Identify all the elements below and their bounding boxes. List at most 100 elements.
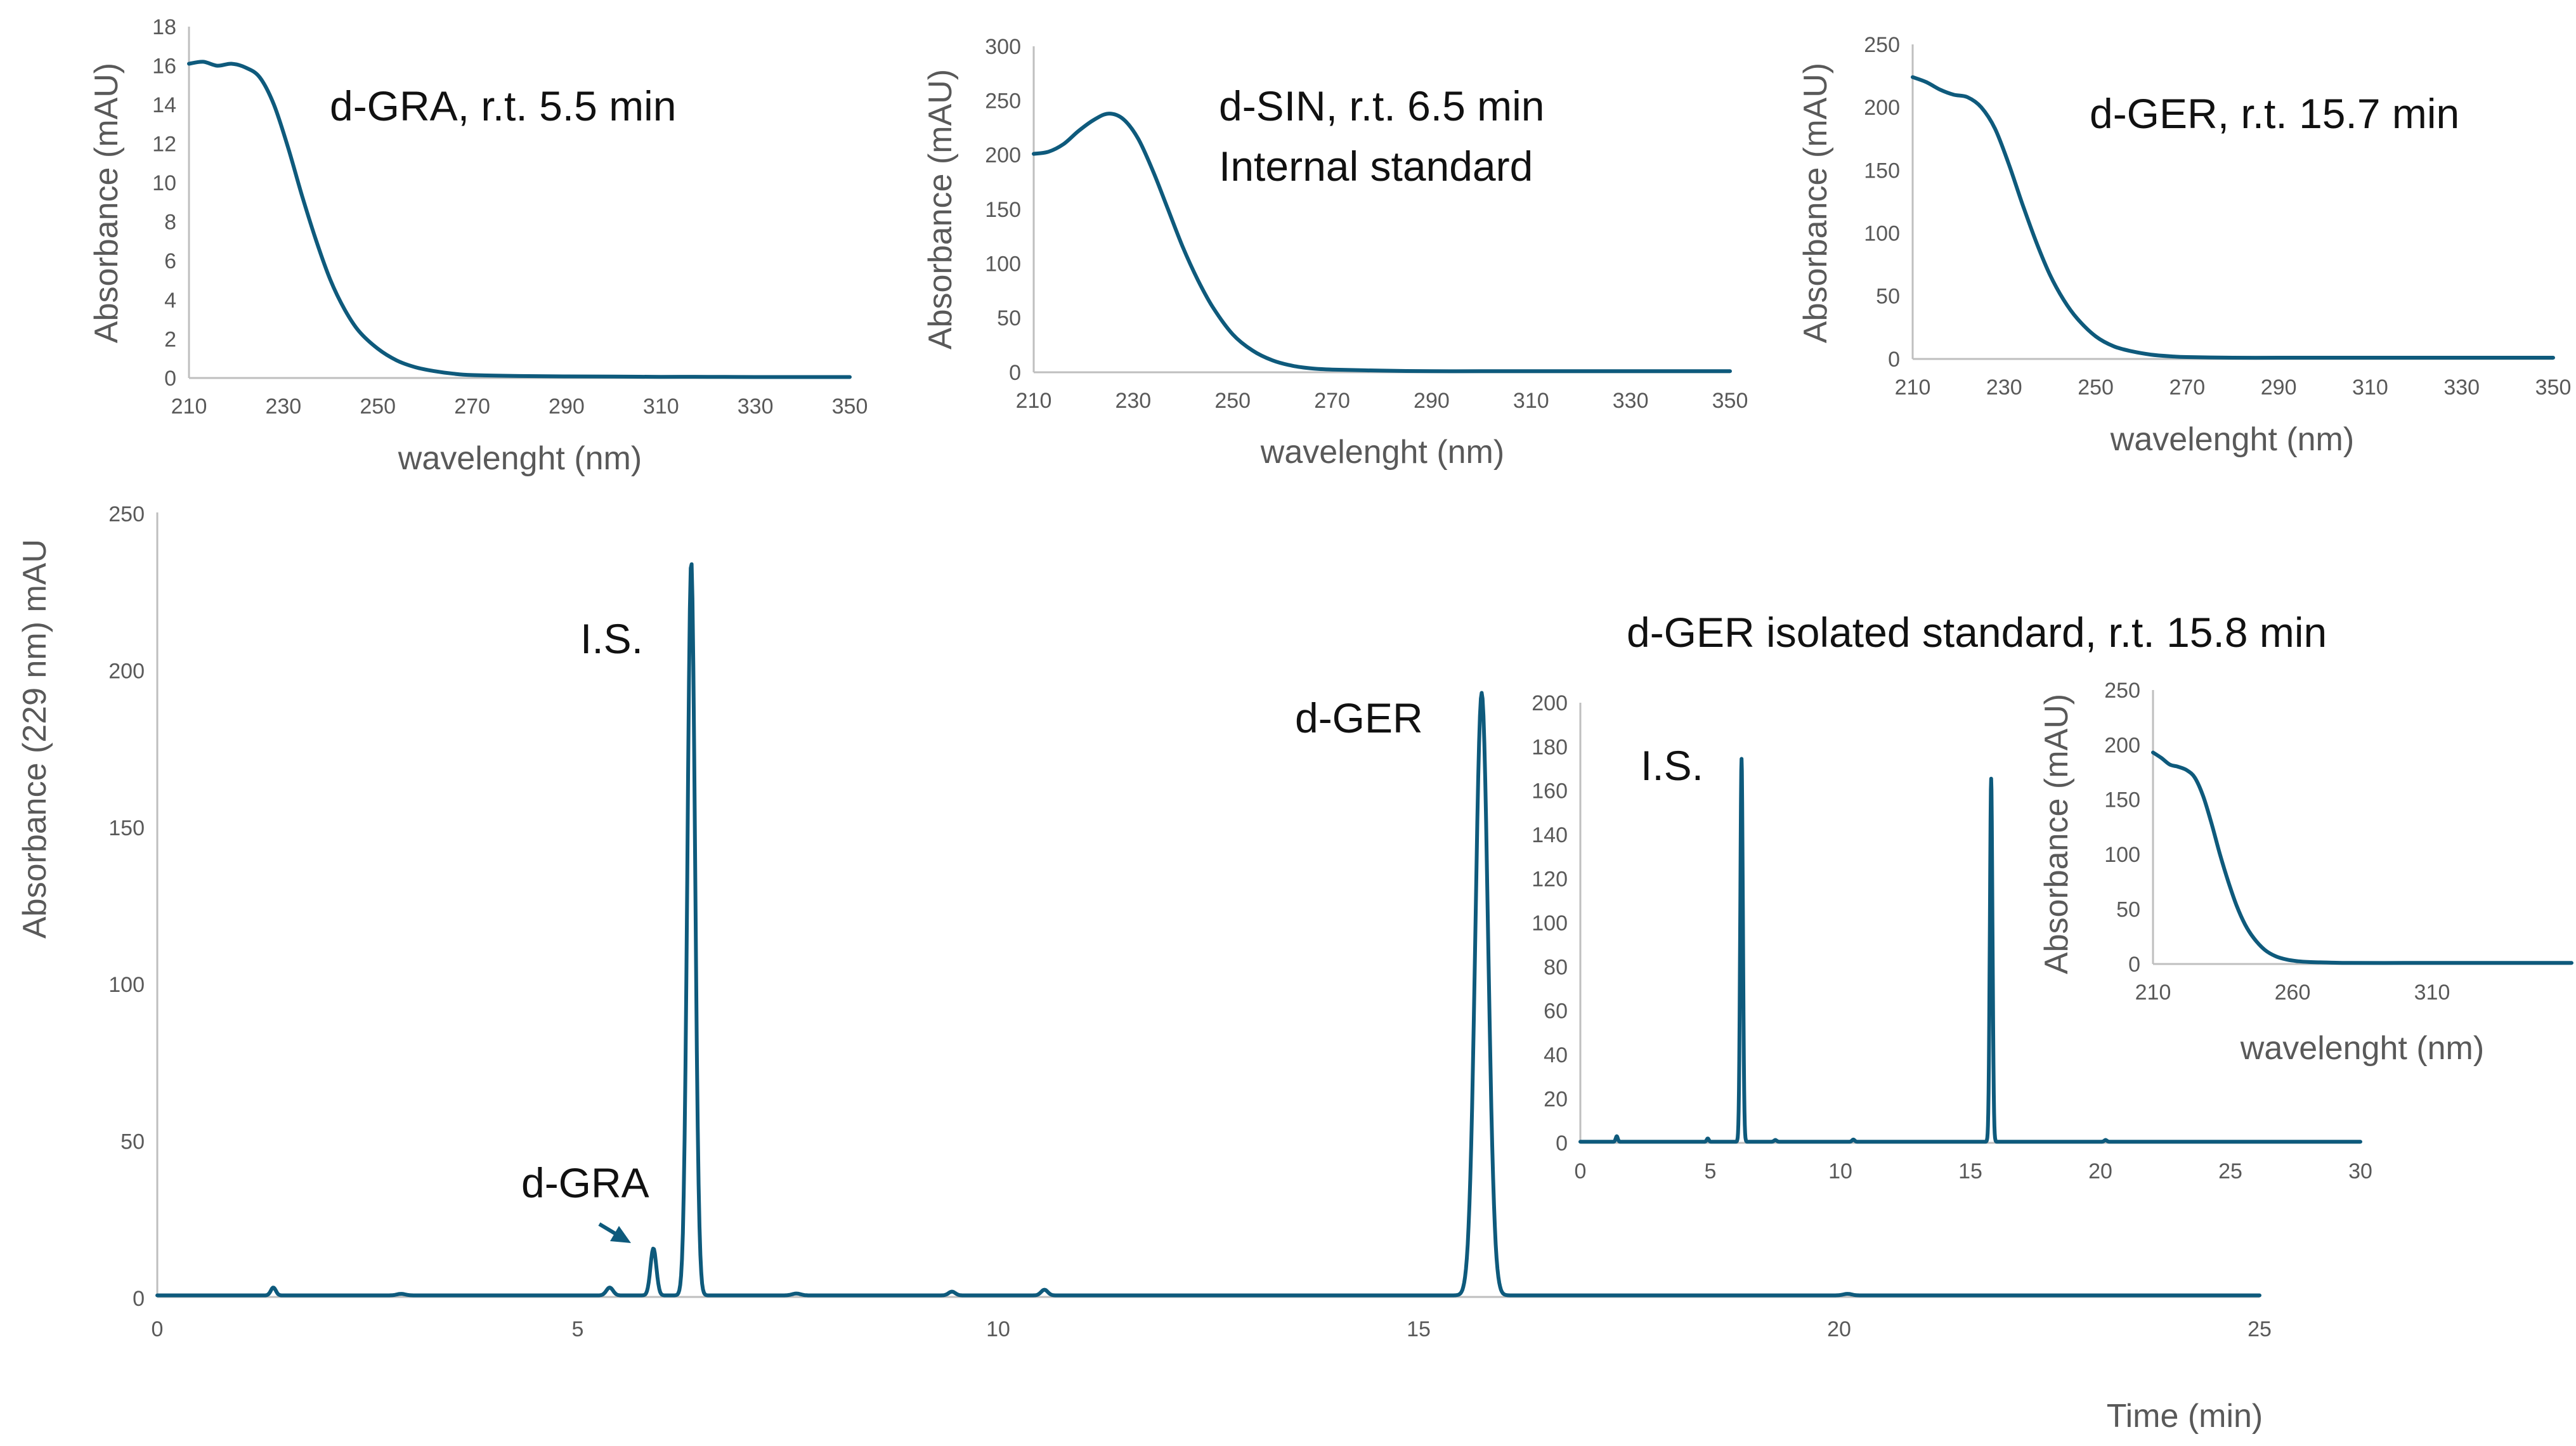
y-tick-label: 100 [1532, 911, 1568, 935]
annotation-sin-line1: d-SIN, r.t. 6.5 min [1219, 82, 1545, 129]
y-tick-label: 60 [1544, 1000, 1568, 1024]
uv-spectrum-sin-panel: 210 230 250 270 290 310 330 350 0 50 100 150 200 250 3… [922, 35, 1748, 471]
y-tick-label: 50 [120, 1130, 145, 1154]
x-tick-label: 270 [1314, 389, 1350, 413]
x-tick-label: 30 [2348, 1159, 2372, 1183]
peak-label-ger: d-GER [1295, 694, 1423, 741]
chromatogram-inset-line [1578, 757, 2362, 1144]
y-tick-label: 4 [164, 289, 176, 313]
y-tick-label: 200 [1532, 691, 1568, 715]
inset-peak-label-is: I.S. [1641, 742, 1703, 789]
x-tick-label: 250 [2078, 375, 2114, 400]
x-tick-label: 310 [1513, 389, 1549, 413]
y-tick-label: 50 [2116, 898, 2140, 922]
y-tick-label: 2 [164, 327, 176, 351]
y-tick-label: 16 [152, 54, 176, 78]
y-tick-label: 150 [108, 816, 145, 840]
y-tick-label: 300 [985, 35, 1021, 59]
annotation-sin-line2: Internal standard [1219, 143, 1533, 190]
y-tick-label: 100 [985, 252, 1021, 277]
inset-title: d-GER isolated standard, r.t. 15.8 min [1627, 609, 2327, 656]
y-tick-label: 0 [2128, 953, 2140, 977]
x-tick-label: 230 [1115, 389, 1151, 413]
y-tick-label: 10 [152, 171, 176, 195]
y-tick-label: 20 [1544, 1088, 1568, 1112]
chromatogram-main-line [155, 562, 2261, 1298]
y-axis-label: Absorbance (mAU) [1797, 63, 1834, 343]
x-tick-label: 330 [2443, 375, 2480, 400]
y-tick-label: 0 [1556, 1131, 1568, 1156]
arrow-to-gra-peak [598, 1222, 631, 1243]
y-axis-label: Absorbance (mAU) [922, 69, 959, 349]
x-tick-label: 230 [265, 394, 301, 419]
peak-label-gra: d-GRA [521, 1159, 649, 1206]
x-axis-label: wavelenght (nm) [2110, 421, 2354, 458]
x-tick-label: 210 [1895, 375, 1931, 400]
y-tick-label: 100 [1864, 222, 1900, 246]
y-tick-label: 80 [1544, 955, 1568, 979]
y-tick-label: 18 [152, 15, 176, 39]
y-tick-label: 150 [985, 198, 1021, 222]
chromatogram-inset-panel: 0 5 10 15 20 25 30020406080100120140160180200 … [1532, 609, 2372, 1183]
x-tick-label: 5 [572, 1317, 584, 1341]
x-tick-label: 10 [986, 1317, 1010, 1341]
y-tick-label: 0 [1009, 361, 1021, 385]
y-tick-label: 0 [1888, 348, 1900, 372]
x-tick-label: 290 [2261, 375, 2297, 400]
y-tick-label: 120 [1532, 868, 1568, 892]
y-tick-label: 200 [985, 143, 1021, 167]
x-tick-label: 15 [1407, 1317, 1431, 1341]
x-axis-label: wavelenght (nm) [398, 440, 642, 477]
y-axis-label: Absorbance (229 nm) mAU [16, 539, 53, 939]
x-tick-label: 270 [454, 394, 490, 419]
x-tick-label: 350 [832, 394, 868, 419]
x-tick-label: 5 [1705, 1159, 1717, 1183]
x-tick-label: 15 [1958, 1159, 1982, 1183]
x-tick-label: 310 [2414, 980, 2450, 1005]
x-tick-label: 310 [643, 394, 679, 419]
x-tick-label: 250 [1214, 389, 1251, 413]
x-tick-label: 20 [1827, 1317, 1851, 1341]
x-tick-label: 210 [171, 394, 207, 419]
x-tick-label: 230 [1986, 375, 2022, 400]
y-tick-label: 200 [108, 659, 145, 683]
x-axis-label: wavelenght (nm) [2240, 1030, 2484, 1067]
x-tick-label: 20 [2088, 1159, 2112, 1183]
y-tick-label: 40 [1544, 1043, 1568, 1067]
x-tick-label: 10 [1828, 1159, 1852, 1183]
x-tick-label: 210 [1016, 389, 1052, 413]
x-tick-label: 350 [1712, 389, 1748, 413]
x-tick-label: 210 [2135, 980, 2171, 1005]
y-axis-label: Absorbance (mAU) [88, 63, 125, 343]
x-tick-label: 350 [2535, 375, 2572, 400]
y-tick-label: 50 [1876, 285, 1900, 309]
x-tick-label: 25 [2247, 1317, 2272, 1341]
y-tick-label: 150 [2104, 788, 2140, 812]
y-tick-label: 100 [2104, 843, 2140, 867]
y-tick-label: 50 [997, 306, 1021, 330]
x-tick-label: 260 [2275, 980, 2311, 1005]
uv-spectrum-ger-line [1911, 75, 2555, 360]
y-tick-label: 200 [1864, 96, 1900, 120]
y-tick-label: 160 [1532, 779, 1568, 804]
uv-spectrum-sin-line [1032, 112, 1732, 374]
uv-spectrum-inset-panel: 210 260 310 0 50 100 150 200 250 wavelenght (nm)… [2038, 679, 2573, 1067]
peak-label-is: I.S. [580, 615, 643, 662]
y-tick-label: 200 [2104, 733, 2140, 757]
x-tick-label: 330 [738, 394, 774, 419]
x-tick-label: 0 [1575, 1159, 1587, 1183]
y-tick-label: 6 [164, 249, 176, 273]
y-axis-label: Absorbance (mAU) [2038, 694, 2075, 974]
y-tick-label: 0 [133, 1287, 145, 1311]
x-tick-label: 25 [2218, 1159, 2242, 1183]
y-tick-label: 0 [164, 367, 176, 391]
x-axis-label: wavelenght (nm) [1260, 434, 1504, 471]
y-tick-label: 250 [1864, 33, 1900, 57]
y-tick-label: 140 [1532, 823, 1568, 847]
y-tick-label: 14 [152, 93, 176, 117]
y-tick-label: 250 [985, 89, 1021, 114]
x-tick-label: 250 [360, 394, 396, 419]
x-tick-label: 290 [549, 394, 585, 419]
